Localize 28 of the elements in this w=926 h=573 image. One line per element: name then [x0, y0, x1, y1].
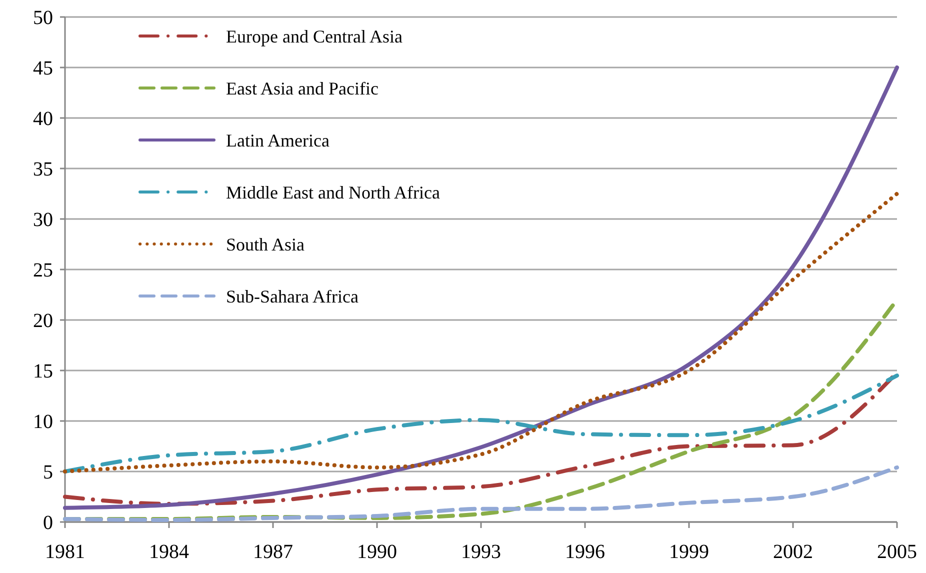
y-tick-label: 0 — [43, 512, 53, 534]
x-tick-label: 1984 — [149, 541, 189, 563]
y-tick-label: 40 — [33, 108, 53, 130]
legend-label: Europe and Central Asia — [226, 26, 402, 46]
legend-label: Latin America — [226, 130, 330, 150]
line-series — [63, 374, 899, 474]
x-tick-label: 1981 — [45, 541, 85, 563]
legend-label: Middle East and North Africa — [226, 182, 440, 202]
y-tick-label: 5 — [43, 462, 53, 484]
x-tick-label: 1999 — [669, 541, 709, 563]
y-tick-label: 25 — [33, 260, 53, 282]
legend-label: Sub-Sahara Africa — [226, 286, 358, 306]
x-tick-label: 1987 — [253, 541, 293, 563]
y-tick-label: 10 — [33, 411, 53, 433]
x-tick-label: 2005 — [877, 541, 917, 563]
legend-label: East Asia and Pacific — [226, 78, 378, 98]
x-tick-label: 2002 — [773, 541, 813, 563]
y-tick-label: 15 — [33, 360, 53, 382]
line-series — [63, 66, 899, 510]
y-tick-label: 30 — [33, 209, 53, 231]
x-tick-label: 1996 — [565, 541, 605, 563]
legend-label: South Asia — [226, 234, 305, 254]
y-tick-label: 35 — [33, 158, 53, 180]
x-tick-label: 1993 — [461, 541, 501, 563]
y-tick-label: 50 — [33, 7, 53, 29]
y-tick-label: 45 — [33, 58, 53, 80]
x-tick-label: 1990 — [357, 541, 397, 563]
y-tick-label: 20 — [33, 310, 53, 332]
